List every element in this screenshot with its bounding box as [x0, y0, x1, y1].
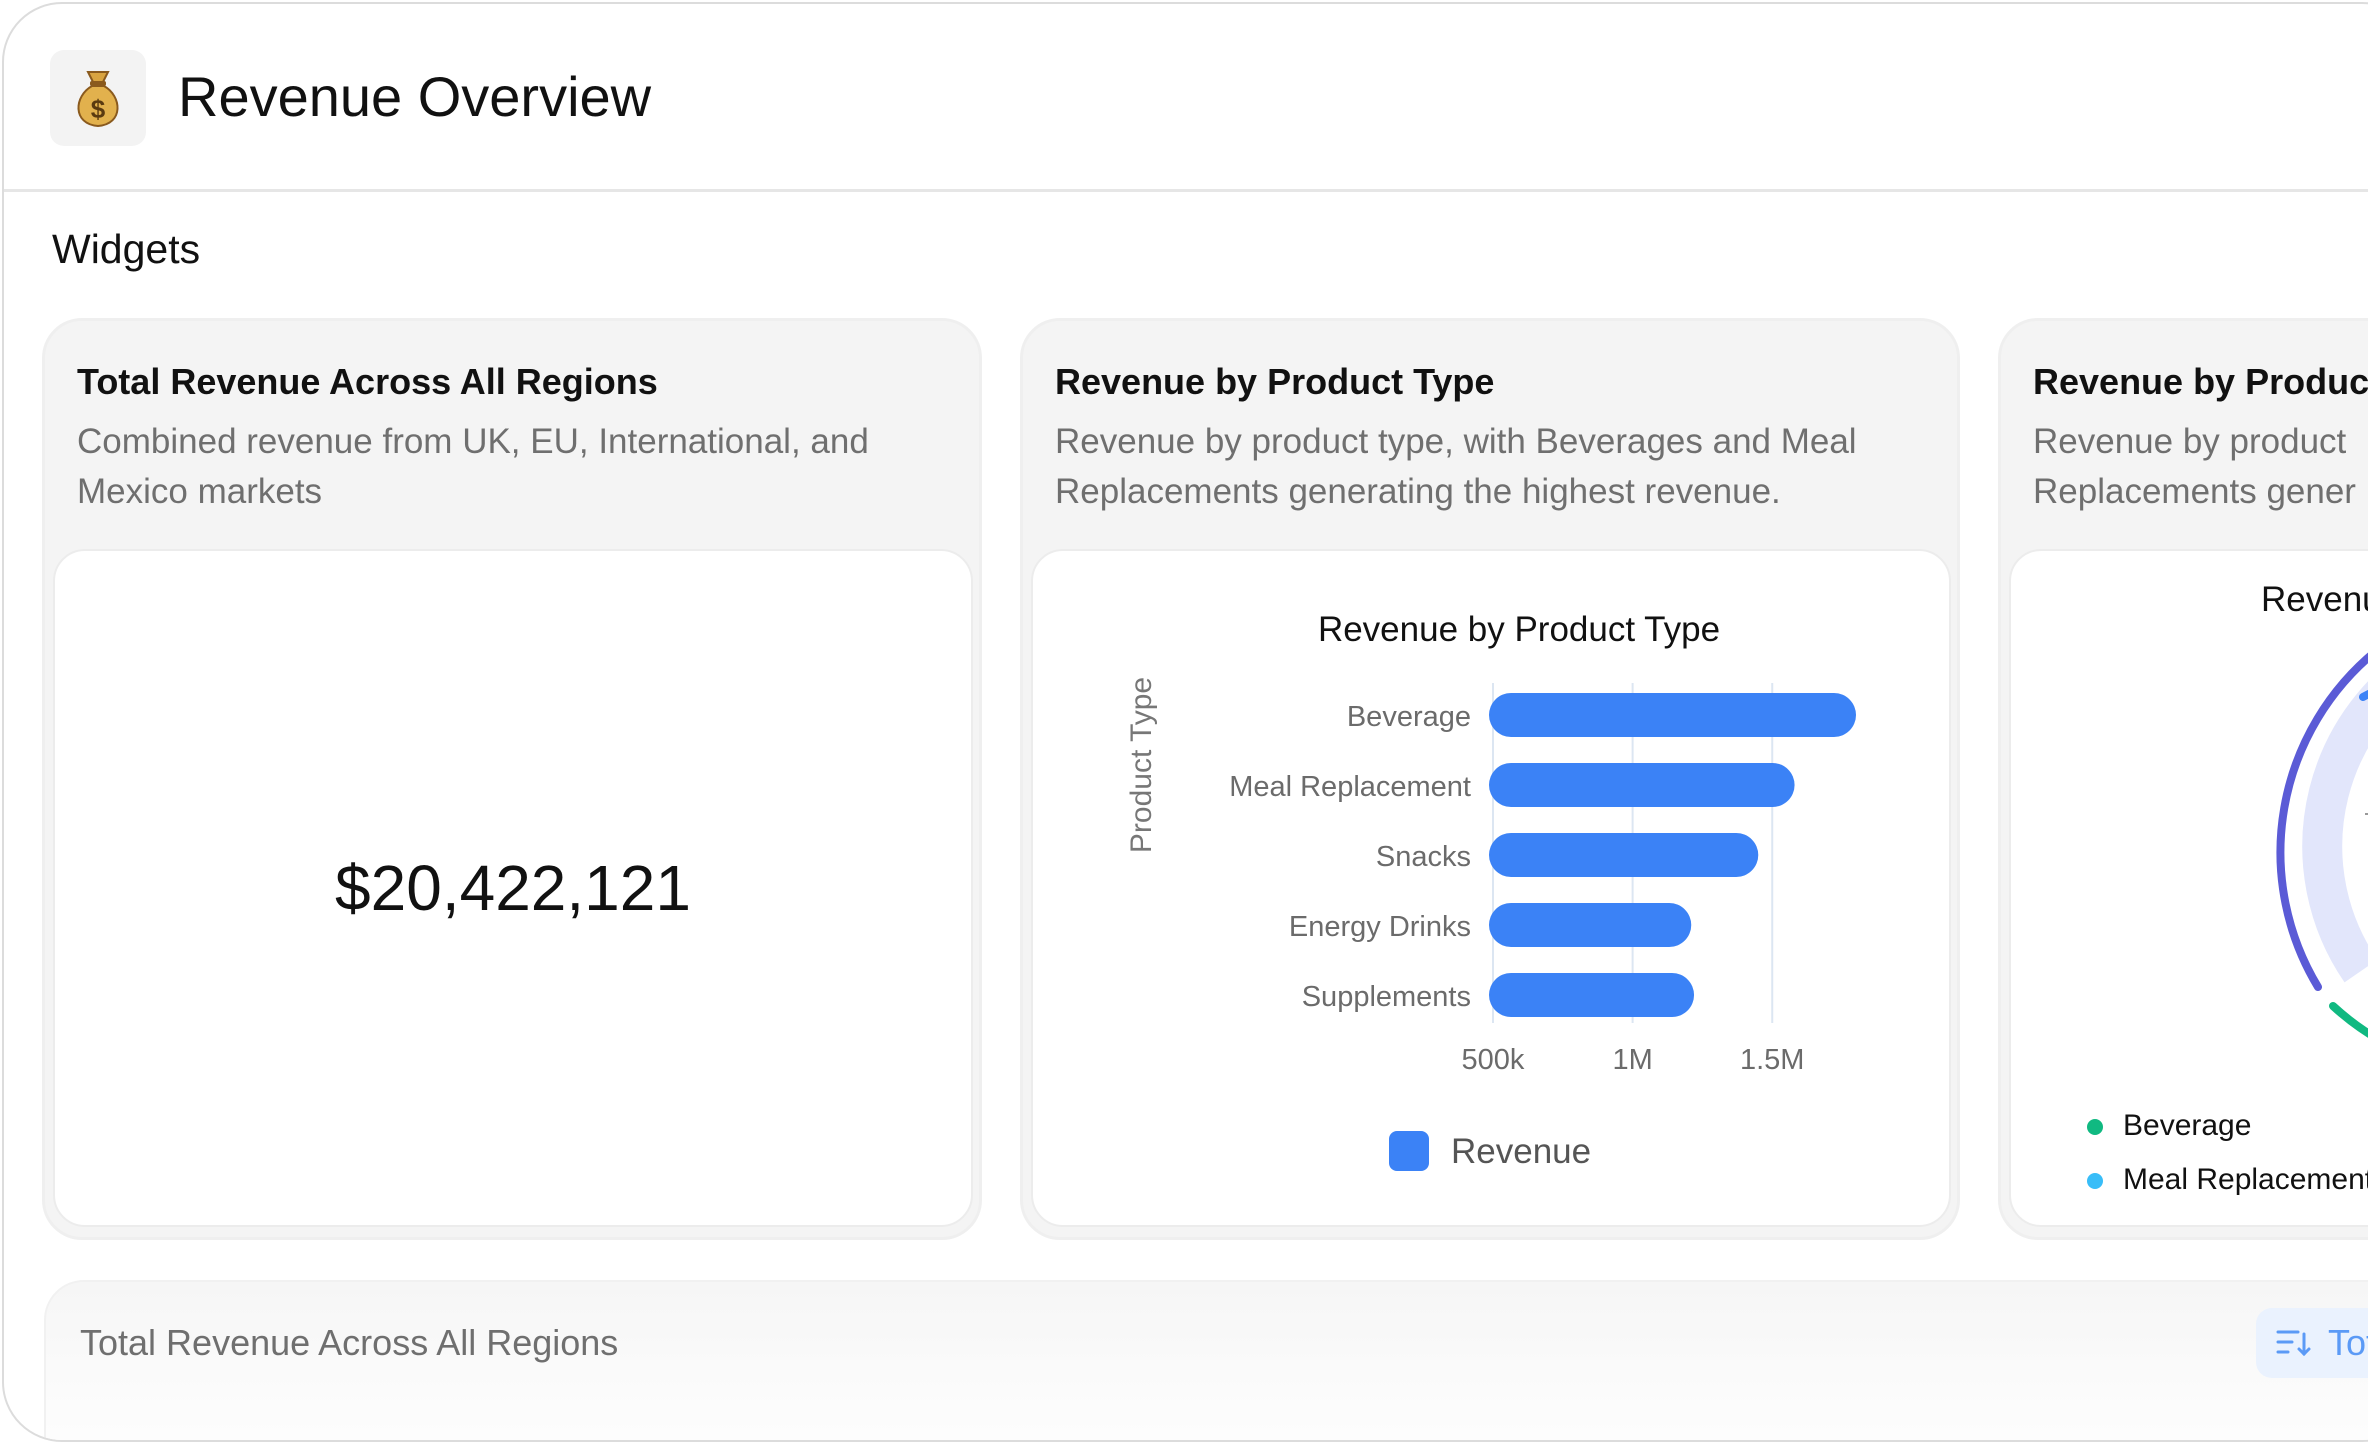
metric-value: $20,422,121 [55, 551, 971, 1225]
card-content: $20,422,121 [53, 549, 973, 1227]
legend-item-beverage[interactable]: Beverage [2087, 1109, 2251, 1143]
bar-supplements [1489, 973, 1695, 1017]
card-description-line: Revenue by product [2033, 422, 2347, 461]
y-axis-label: Product Type [1125, 677, 1158, 853]
page-title: Revenue Overview [178, 65, 652, 128]
card-title: Total Revenue Across All Regions [80, 1322, 619, 1363]
widget-card-total-revenue[interactable]: Total Revenue Across All Regions Combine… [42, 318, 982, 1240]
bar-snacks [1489, 833, 1759, 877]
donut-segment [2276, 652, 2368, 991]
card-title: Revenue by Product [2033, 361, 2368, 402]
category-label: Energy Drinks [1289, 911, 1471, 943]
card-description: Revenue by product type, with Beverages … [1055, 422, 1857, 511]
chart-title: Revenue by Product Type [1318, 610, 1720, 649]
widget-card-revenue-by-product[interactable]: Revenue by Product Revenue by product Re… [1998, 318, 2368, 1240]
category-label: Snacks [1376, 841, 1471, 873]
card-description: Revenue by product Replacements gener [2033, 417, 2368, 517]
legend-dot [2087, 1173, 2103, 1190]
legend-label: Beverage [2123, 1109, 2252, 1142]
bar-chart: Revenue by Product Type Product Type Bev… [1125, 610, 1856, 1171]
section-label: Widgets [52, 226, 201, 272]
card-content: Revenue by Product Type Product Type Bev… [1031, 549, 1951, 1227]
x-tick-label: 1M [1612, 1044, 1652, 1076]
page-header: $ Revenue Overview [4, 4, 2368, 192]
card-content: Revenu Beverage Meal Replacement [2009, 549, 2368, 1227]
svg-text:$: $ [91, 94, 106, 124]
category-label: Beverage [1347, 701, 1471, 733]
legend-label: Revenue [1451, 1132, 1591, 1171]
category-label: Supplements [1302, 981, 1471, 1013]
widget-card-total-revenue-table[interactable]: Total Revenue Across All Regions Tot [44, 1280, 2368, 1440]
legend-dot [2087, 1119, 2103, 1136]
bar-energy-drinks [1489, 903, 1692, 947]
sort-button[interactable]: Tot [2256, 1308, 2368, 1378]
legend-label: Meal Replacement [2123, 1163, 2368, 1196]
money-bag-icon: $ [50, 50, 146, 146]
category-label: Meal Replacement [1229, 771, 1471, 803]
sort-button-label: Tot [2328, 1322, 2368, 1363]
sort-icon [2276, 1330, 2311, 1357]
bar-beverage [1489, 693, 1856, 737]
card-title: Revenue by Product Type [1055, 361, 1495, 402]
card-title: Total Revenue Across All Regions [77, 361, 658, 402]
card-description-line: Replacements gener [2033, 472, 2356, 511]
legend-item-meal-replacement[interactable]: Meal Replacement [2087, 1163, 2368, 1197]
donut-segment [2302, 681, 2368, 983]
bar-meal-replacement [1489, 763, 1795, 807]
chart-title: Revenu [2261, 580, 2368, 619]
legend-swatch [1389, 1131, 1429, 1171]
card-description: Combined revenue from UK, EU, Internatio… [77, 422, 869, 511]
metric-value-text: $20,422,121 [335, 852, 691, 924]
donut-segment [2359, 689, 2368, 701]
widget-card-revenue-by-product-type[interactable]: Revenue by Product Type Revenue by produ… [1020, 318, 1960, 1240]
x-tick-label: 1.5M [1740, 1044, 1804, 1076]
x-tick-label: 500k [1462, 1044, 1525, 1076]
donut-chart: Revenu [2261, 580, 2368, 1038]
donut-segment [2329, 1002, 2368, 1038]
